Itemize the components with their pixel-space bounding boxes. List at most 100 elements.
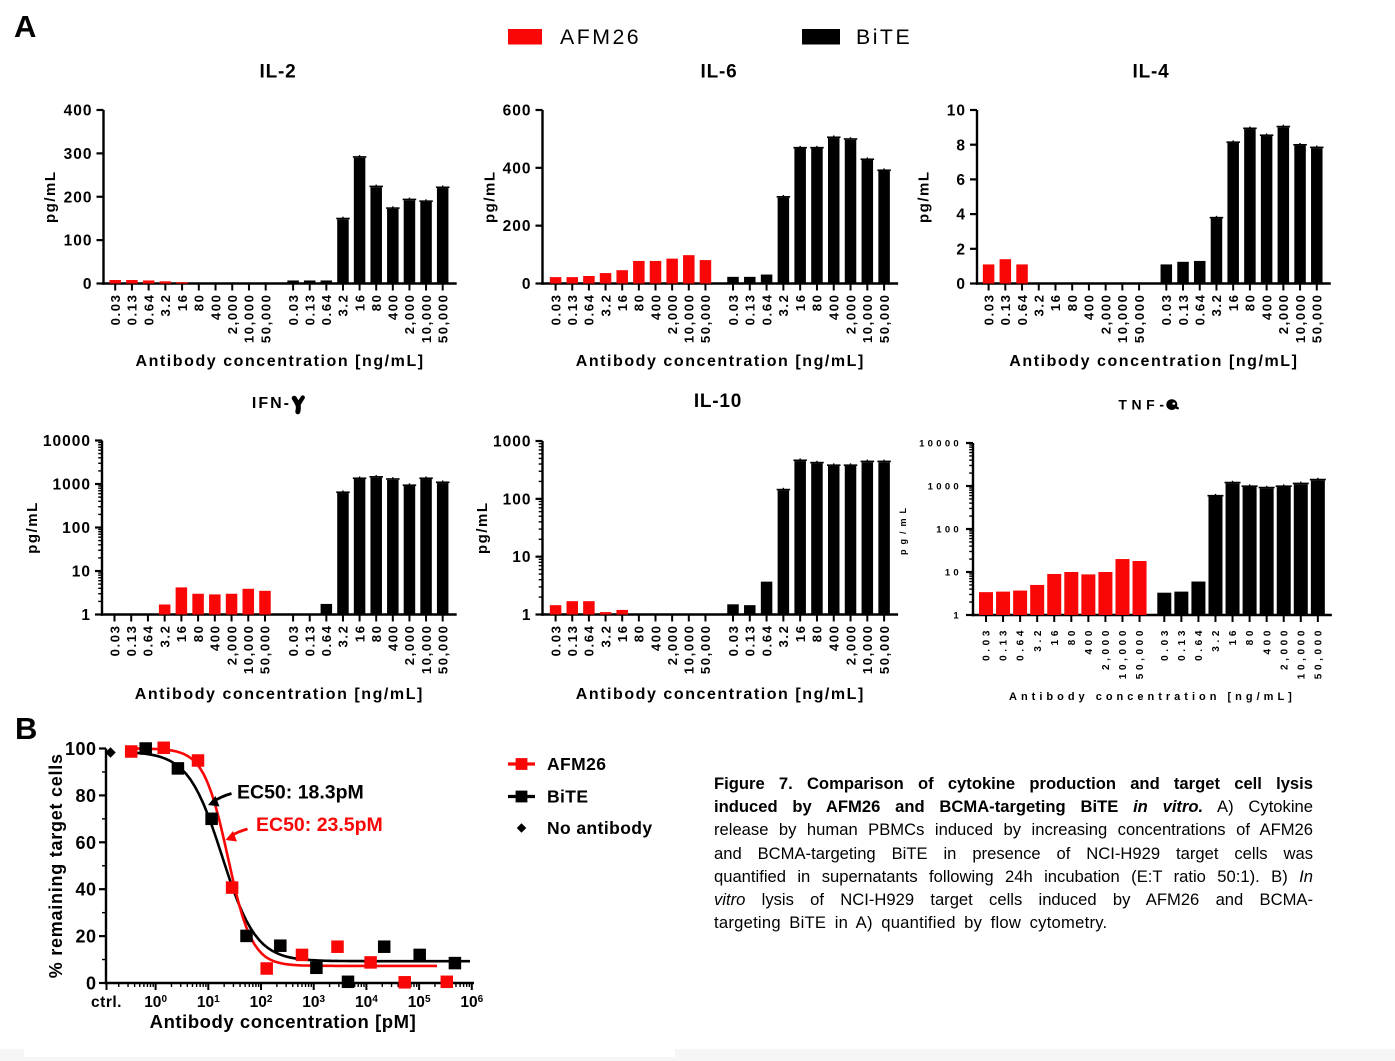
svg-text:106: 106 (460, 994, 483, 1011)
svg-text:0.13: 0.13 (565, 294, 580, 326)
svg-text:80: 80 (369, 625, 384, 643)
svg-text:100: 100 (144, 994, 167, 1011)
svg-text:40: 40 (75, 880, 96, 900)
svg-text:pg/mL: pg/mL (898, 503, 908, 555)
svg-text:pg/mL: pg/mL (24, 501, 41, 554)
svg-text:10,000: 10,000 (419, 294, 434, 344)
svg-text:10,000: 10,000 (419, 625, 434, 675)
svg-text:3.2: 3.2 (157, 625, 172, 648)
svg-text:2,000: 2,000 (665, 625, 680, 666)
svg-text:0.64: 0.64 (141, 625, 156, 657)
svg-text:16: 16 (1050, 627, 1061, 645)
svg-text:0: 0 (86, 974, 97, 994)
svg-text:2,000: 2,000 (1098, 294, 1113, 335)
svg-text:80: 80 (192, 294, 207, 312)
svg-text:0: 0 (956, 276, 966, 293)
svg-text:10,000: 10,000 (241, 625, 256, 675)
svg-text:1: 1 (81, 607, 91, 624)
svg-text:0.03: 0.03 (1159, 294, 1174, 326)
svg-text:Antibody concentration [ng/mL]: Antibody concentration [ng/mL] (135, 686, 424, 703)
svg-text:10000: 10000 (919, 438, 962, 449)
svg-text:pg/mL: pg/mL (916, 171, 933, 224)
svg-text:1000: 1000 (928, 481, 962, 492)
svg-text:3.2: 3.2 (776, 625, 791, 648)
svg-text:0.13: 0.13 (998, 294, 1013, 326)
svg-text:60: 60 (75, 833, 96, 853)
svg-text:10: 10 (512, 549, 531, 566)
svg-text:2,000: 2,000 (1279, 627, 1290, 670)
svg-text:16: 16 (615, 294, 630, 312)
svg-text:No antibody: No antibody (547, 818, 653, 838)
svg-text:EC50: 18.3pM: EC50: 18.3pM (237, 782, 364, 804)
svg-text:0.64: 0.64 (319, 625, 334, 657)
svg-text:IL-2: IL-2 (260, 62, 297, 83)
svg-text:2,000: 2,000 (843, 625, 858, 666)
svg-text:3.2: 3.2 (1033, 627, 1044, 652)
svg-text:AFM26: AFM26 (547, 754, 606, 774)
svg-text:0.03: 0.03 (1160, 627, 1171, 661)
svg-text:50,000: 50,000 (877, 294, 892, 344)
svg-text:IFN-: IFN- (252, 395, 291, 412)
svg-text:0.13: 0.13 (999, 627, 1010, 661)
svg-text:16: 16 (793, 625, 808, 643)
svg-text:400: 400 (386, 625, 401, 652)
svg-text:10,000: 10,000 (1115, 294, 1130, 344)
svg-text:400: 400 (1262, 627, 1273, 655)
svg-text:16: 16 (1226, 294, 1241, 312)
svg-text:400: 400 (826, 294, 841, 321)
svg-text:0.64: 0.64 (759, 625, 774, 657)
svg-text:0.64: 0.64 (1016, 627, 1027, 661)
svg-text:80: 80 (1243, 294, 1258, 312)
svg-text:6: 6 (956, 172, 966, 189)
svg-text:10,000: 10,000 (682, 294, 697, 344)
svg-text:400: 400 (1259, 294, 1274, 321)
svg-text:80: 80 (1067, 627, 1078, 645)
svg-text:50,000: 50,000 (1313, 627, 1324, 679)
svg-text:Antibody concentration [pM]: Antibody concentration [pM] (150, 1011, 417, 1032)
svg-text:80: 80 (1065, 294, 1080, 312)
svg-text:0.64: 0.64 (1015, 294, 1030, 326)
svg-text:0.64: 0.64 (1192, 294, 1207, 326)
svg-text:3.2: 3.2 (598, 625, 613, 648)
svg-text:10000: 10000 (43, 433, 91, 450)
svg-text:3.2: 3.2 (158, 294, 173, 317)
svg-text:16: 16 (175, 294, 190, 312)
svg-text:0.13: 0.13 (125, 294, 140, 326)
svg-text:16: 16 (1228, 627, 1239, 645)
svg-text:2,000: 2,000 (665, 294, 680, 335)
svg-text:50,000: 50,000 (1132, 294, 1147, 344)
svg-text:1000: 1000 (493, 434, 531, 451)
svg-text:Antibody concentration [ng/mL]: Antibody concentration [ng/mL] (1009, 691, 1296, 703)
svg-text:102: 102 (250, 994, 273, 1011)
svg-text:2,000: 2,000 (225, 294, 240, 335)
svg-text:10,000: 10,000 (682, 625, 697, 675)
svg-text:10,000: 10,000 (1296, 627, 1307, 679)
svg-text:0.13: 0.13 (743, 625, 758, 657)
svg-text:50,000: 50,000 (435, 294, 450, 344)
svg-text:10,000: 10,000 (1118, 627, 1129, 679)
svg-text:BiTE: BiTE (856, 25, 912, 49)
svg-text:4: 4 (956, 207, 966, 224)
svg-text:50,000: 50,000 (435, 625, 450, 675)
svg-text:Antibody concentration [ng/mL]: Antibody concentration [ng/mL] (1009, 353, 1298, 370)
svg-text:400: 400 (1084, 627, 1095, 655)
svg-text:0.03: 0.03 (982, 627, 993, 661)
svg-text:IL-10: IL-10 (694, 391, 742, 412)
svg-text:16: 16 (352, 294, 367, 312)
svg-text:EC50: 23.5pM: EC50: 23.5pM (256, 814, 383, 836)
svg-text:100: 100 (62, 520, 91, 537)
svg-text:101: 101 (197, 994, 220, 1011)
svg-text:0.03: 0.03 (981, 294, 996, 326)
svg-text:50,000: 50,000 (698, 625, 713, 675)
svg-text:0.64: 0.64 (582, 625, 597, 657)
svg-text:0.13: 0.13 (743, 294, 758, 326)
svg-text:3.2: 3.2 (336, 294, 351, 317)
svg-text:0.03: 0.03 (726, 294, 741, 326)
svg-text:0.13: 0.13 (302, 625, 317, 657)
svg-text:100: 100 (503, 491, 532, 508)
svg-text:0: 0 (522, 276, 532, 293)
svg-text:100: 100 (64, 233, 93, 250)
svg-text:1000: 1000 (53, 477, 91, 494)
svg-text:80: 80 (810, 625, 825, 643)
svg-text:50,000: 50,000 (877, 625, 892, 675)
